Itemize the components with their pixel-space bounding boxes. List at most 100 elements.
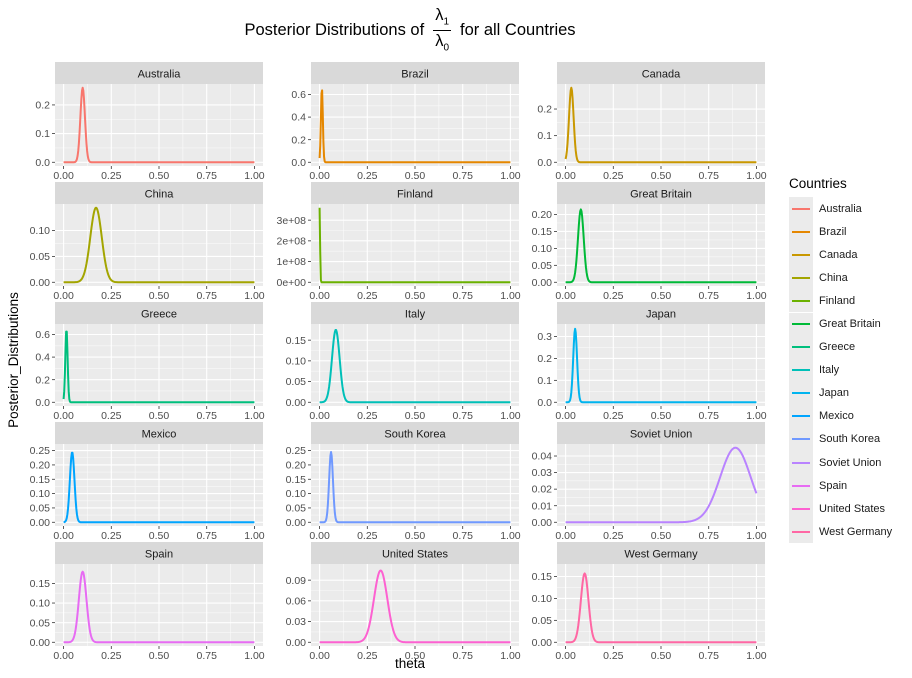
y-tick-label: 0.2 [35, 100, 50, 112]
y-tick-label: 0.10 [286, 488, 307, 500]
series-line-west-germany [565, 572, 757, 644]
series-line-finland [318, 207, 511, 284]
series-line-china [63, 206, 255, 284]
x-tick-label: 0.75 [196, 170, 217, 182]
x-tick-label: 0.75 [698, 170, 719, 182]
y-tick-label: 0.2 [291, 134, 306, 146]
y-tick-label: 0.09 [286, 575, 307, 587]
y-tick-label: 0.15 [30, 474, 51, 486]
y-tick-label: 0.0 [35, 157, 50, 169]
x-tick-label: 1.00 [746, 650, 767, 662]
y-tick-label: 0.03 [286, 616, 307, 628]
y-tick-label: 0.15 [286, 474, 307, 486]
legend-swatch-south-korea [792, 438, 810, 441]
y-tick-label: 0.05 [286, 503, 307, 515]
legend-label-soviet-union: Soviet Union [819, 456, 882, 469]
x-tick-label: 0.25 [101, 410, 122, 422]
series-line-australia [63, 86, 255, 164]
x-tick-label: 1.00 [244, 410, 265, 422]
panel-brazil: Brazil 0.00 0.25 0.50 0.75 1.00 0.0 0.2 0.4 0.6 [291, 62, 521, 182]
y-tick-label: 0.10 [30, 488, 51, 500]
strip-canada [557, 62, 765, 84]
legend-swatch-soviet-union [792, 461, 810, 464]
y-tick-label: 0.00 [30, 517, 51, 529]
x-tick-label: 0.50 [405, 410, 426, 422]
legend-key-west-germany [789, 520, 813, 544]
y-tick-label: 0.15 [532, 226, 553, 238]
y-tick-label: 0.20 [286, 460, 307, 472]
x-tick-label: 0.00 [53, 410, 74, 422]
x-tick-label: 0.50 [149, 410, 170, 422]
x-tick-label: 1.00 [244, 530, 265, 542]
x-tick-label: 1.00 [500, 410, 521, 422]
y-tick-label: 0.00 [532, 637, 553, 649]
x-tick-label: 0.25 [101, 650, 122, 662]
y-tick-label: 0.0 [291, 157, 306, 169]
y-tick-label: 0.05 [286, 376, 307, 388]
legend-label-china: China [819, 271, 848, 284]
strip-label-spain: Spain [145, 549, 173, 561]
y-tick-label: 0.1 [537, 130, 552, 142]
x-axis-label: theta [395, 656, 426, 671]
title-denominator: λ0 [435, 31, 449, 53]
panel-japan: Japan 0.00 0.25 0.50 0.75 1.00 0.0 0.1 0.2 0.3 [537, 302, 767, 422]
x-tick-label: 0.00 [53, 530, 74, 542]
panel-united-states: United States 0.00 0.25 0.50 0.75 1.00 0.00 0.0… [286, 542, 521, 662]
panel-finland: Finland 0.00 0.25 0.50 0.75 1.00 0e+00 1e+08 2e+… [277, 182, 521, 302]
y-tick-label: 1e+08 [277, 256, 307, 268]
x-tick-label: 0.50 [651, 170, 672, 182]
y-tick-label: 0.15 [30, 578, 51, 590]
x-tick-label: 0.00 [309, 650, 330, 662]
legend-label-japan: Japan [819, 387, 849, 400]
x-tick-label: 0.25 [101, 530, 122, 542]
series-line-canada [564, 86, 757, 164]
y-tick-label: 0.01 [532, 500, 553, 512]
legend-item-finland: Finland [789, 289, 909, 313]
strip-label-brazil: Brazil [401, 69, 429, 81]
y-tick-label: 0.00 [30, 277, 51, 289]
y-tick-label: 0.10 [532, 243, 553, 255]
y-tick-label: 0.00 [532, 517, 553, 529]
y-tick-label: 0.03 [532, 467, 553, 479]
y-tick-label: 0.6 [35, 329, 50, 341]
x-tick-label: 0.00 [309, 170, 330, 182]
legend-swatch-canada [792, 253, 810, 256]
legend-key-united-states [789, 497, 813, 521]
x-tick-label: 0.25 [603, 170, 624, 182]
legend-key-south-korea [789, 427, 813, 451]
series-line-greece [62, 330, 255, 404]
y-tick-label: 2e+08 [277, 235, 307, 247]
legend-swatch-finland [792, 299, 810, 302]
x-tick-label: 0.75 [452, 650, 473, 662]
x-tick-label: 0.75 [196, 530, 217, 542]
x-tick-label: 0.00 [309, 410, 330, 422]
x-tick-label: 0.25 [101, 170, 122, 182]
series-line-mexico [63, 451, 255, 524]
y-tick-label: 0.20 [532, 209, 553, 221]
x-tick-label: 0.50 [149, 170, 170, 182]
x-tick-label: 1.00 [244, 650, 265, 662]
legend-item-west-germany: West Germany [789, 520, 909, 544]
series-line-spain [63, 570, 255, 644]
x-tick-label: 0.75 [196, 290, 217, 302]
legend-label-greece: Greece [819, 341, 856, 354]
x-tick-label: 0.75 [196, 650, 217, 662]
strip-label-south-korea: South Korea [384, 429, 446, 441]
legend-key-china [789, 266, 813, 290]
panel-mexico: Mexico 0.00 0.25 0.50 0.75 1.00 0.00 0.05 0.10 0.… [30, 422, 265, 542]
x-tick-label: 0.00 [309, 290, 330, 302]
legend-label-spain: Spain [819, 479, 848, 492]
title-prefix: Posterior Distributions of [244, 20, 425, 39]
legend-swatch-west-germany [792, 530, 810, 533]
y-tick-label: 0.25 [30, 445, 51, 457]
y-tick-label: 0.0 [537, 397, 552, 409]
y-tick-label: 0.2 [537, 104, 552, 116]
y-tick-label: 0.2 [537, 353, 552, 365]
legend-item-great-britain: Great Britain [789, 312, 909, 336]
x-tick-label: 0.25 [357, 170, 378, 182]
strip-label-canada: Canada [642, 69, 681, 81]
x-tick-label: 1.00 [244, 290, 265, 302]
legend-swatch-mexico [792, 415, 810, 418]
x-tick-label: 0.50 [405, 290, 426, 302]
legend-item-mexico: Mexico [789, 404, 909, 428]
